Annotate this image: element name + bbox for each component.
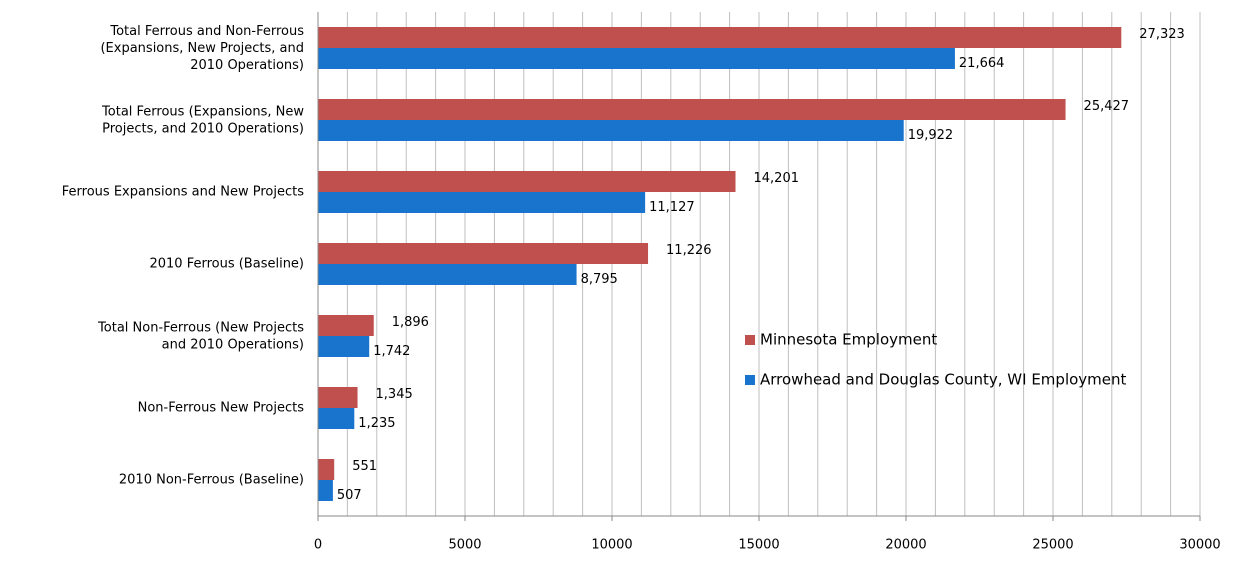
- bar: [318, 387, 358, 408]
- bar: [318, 243, 649, 264]
- legend-swatch: [745, 335, 755, 345]
- value-label: 1,742: [373, 344, 410, 359]
- category-label: Non-Ferrous New Projects: [138, 401, 305, 416]
- value-label: 1,235: [358, 416, 395, 431]
- bar: [318, 192, 646, 213]
- value-label: 11,226: [666, 243, 712, 258]
- x-tick-label: 15000: [738, 538, 779, 553]
- x-tick-label: 20000: [885, 538, 926, 553]
- value-label: 551: [352, 459, 377, 474]
- x-tick-label: 0: [314, 538, 322, 553]
- value-label: 8,795: [581, 272, 618, 287]
- category-label: 2010 Non-Ferrous (Baseline): [119, 473, 304, 488]
- value-label: 25,427: [1084, 99, 1130, 114]
- value-label: 11,127: [649, 200, 695, 215]
- x-tick-label: 5000: [448, 538, 481, 553]
- category-label: Ferrous Expansions and New Projects: [62, 185, 304, 200]
- value-label: 1,896: [392, 315, 429, 330]
- value-label: 1,345: [376, 387, 413, 402]
- category-label: Total Non-Ferrous (New Projects and 2010 …: [97, 320, 304, 352]
- category-label: Total Ferrous (Expansions, New Projects, …: [101, 104, 304, 136]
- bar: [318, 48, 955, 69]
- bar: [318, 120, 904, 141]
- category-label: 2010 Ferrous (Baseline): [149, 257, 304, 272]
- x-tick-label: 10000: [591, 538, 632, 553]
- bar: [318, 264, 577, 285]
- value-label: 27,323: [1139, 27, 1185, 42]
- value-label: 19,922: [908, 128, 954, 143]
- x-tick-label: 25000: [1032, 538, 1073, 553]
- bar: [318, 315, 374, 336]
- bar: [318, 171, 736, 192]
- bar: [318, 99, 1066, 120]
- bar: [318, 480, 333, 501]
- bar: [318, 336, 370, 357]
- bar: [318, 459, 335, 480]
- legend-label: Minnesota Employment: [760, 331, 937, 349]
- legend-swatch: [745, 375, 755, 385]
- bar: [318, 27, 1122, 48]
- bar: [318, 408, 355, 429]
- value-label: 14,201: [754, 171, 800, 186]
- value-label: 21,664: [959, 56, 1005, 71]
- legend-label: Arrowhead and Douglas County, WI Employm…: [760, 371, 1127, 389]
- value-label: 507: [337, 488, 362, 503]
- x-tick-label: 30000: [1179, 538, 1220, 553]
- category-label: Total Ferrous and Non-Ferrous (Expansions…: [100, 24, 304, 73]
